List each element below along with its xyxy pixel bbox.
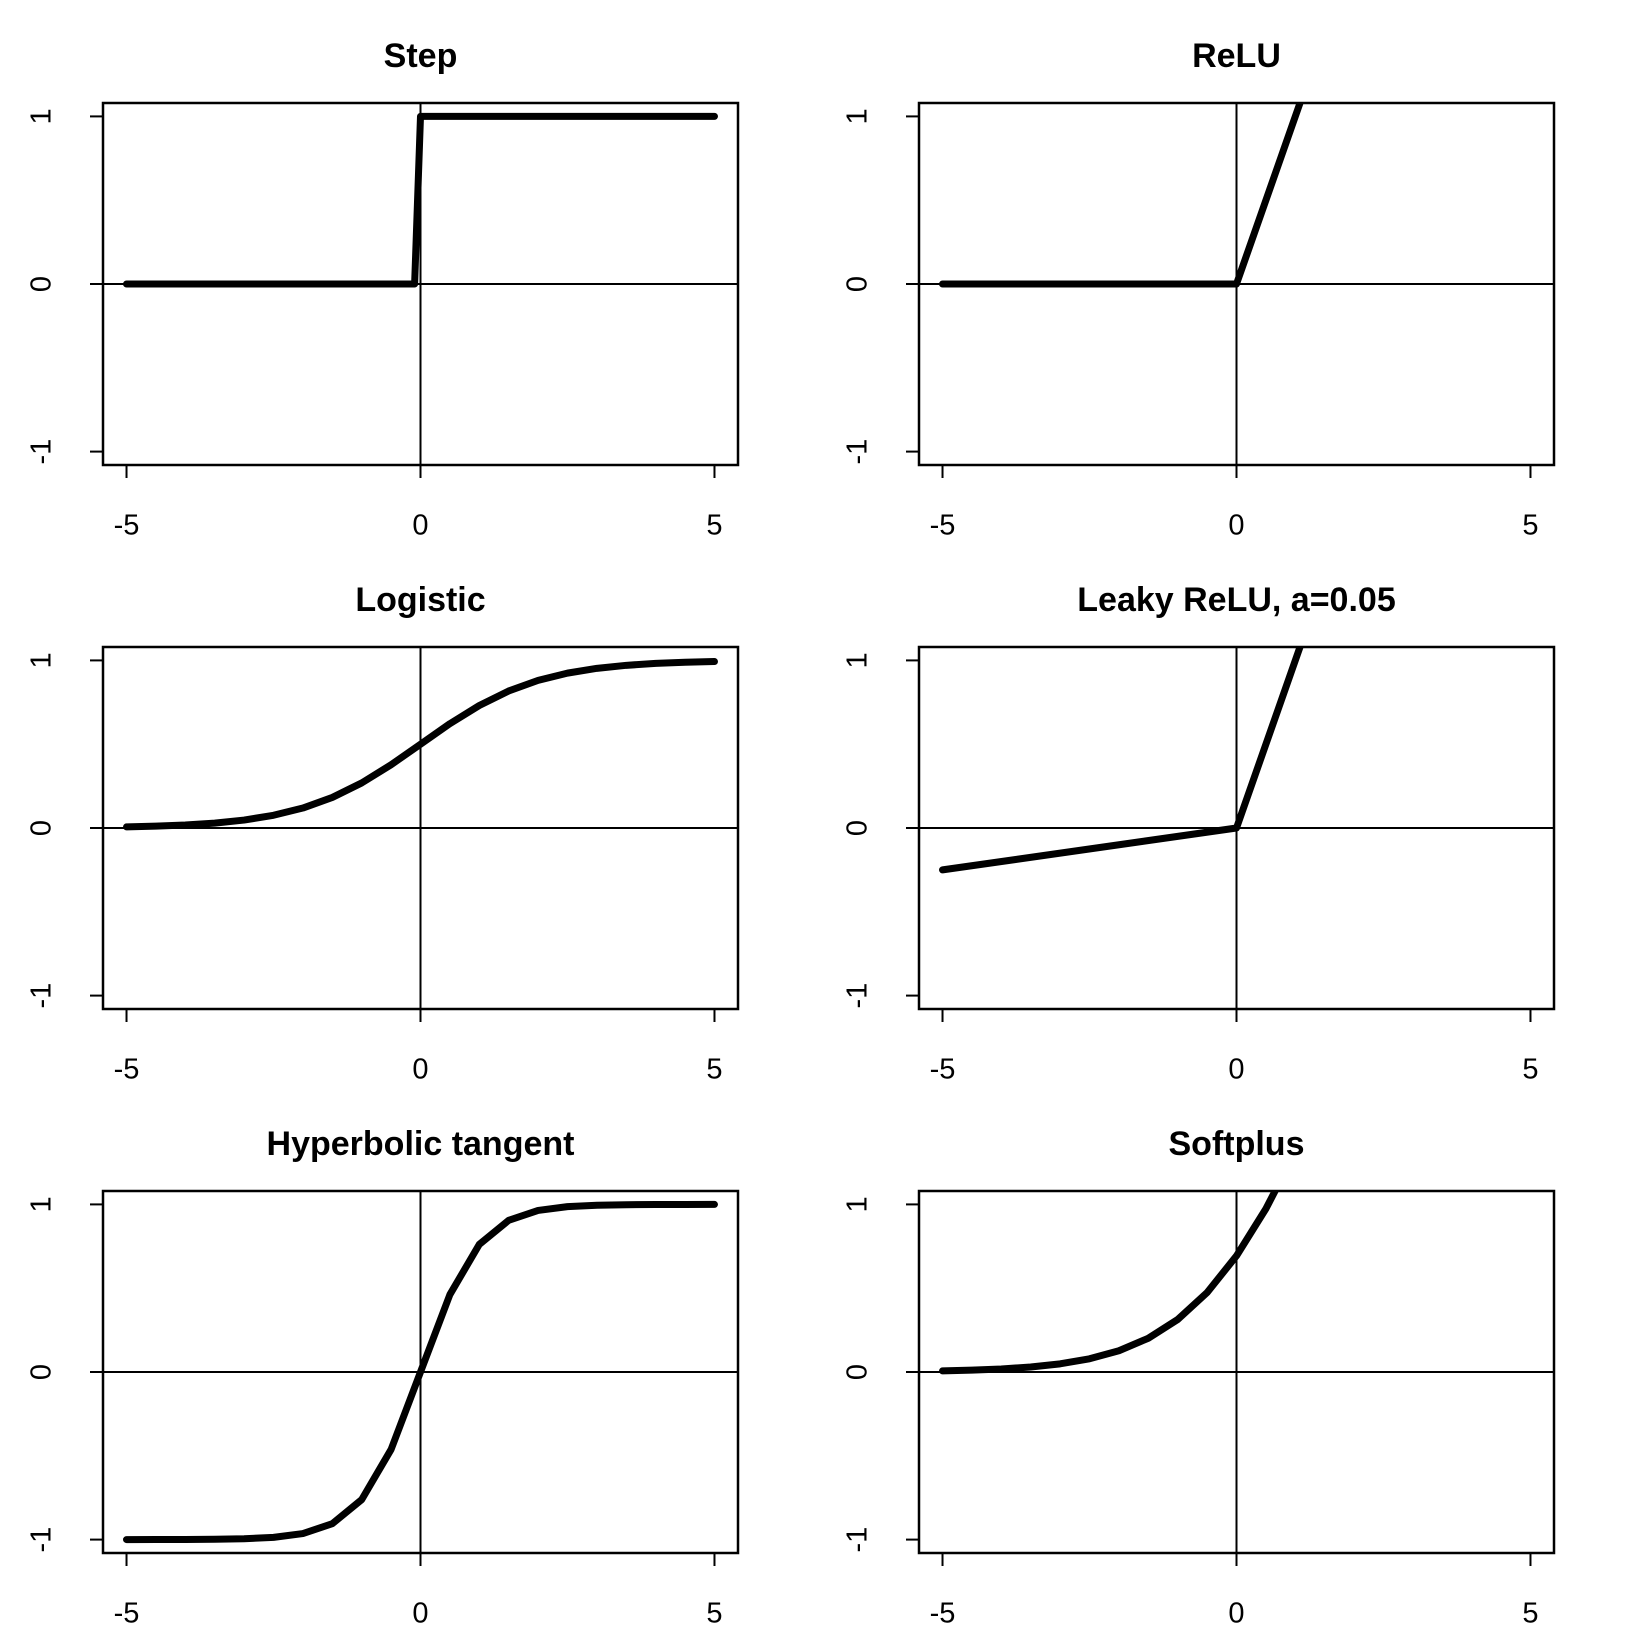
x-tick-label: 0 <box>412 1598 428 1630</box>
x-tick-label: 5 <box>1522 510 1538 542</box>
y-tick-label: 1 <box>26 108 58 124</box>
chart-title: Hyperbolic tangent <box>267 1125 575 1163</box>
data-line <box>123 112 718 288</box>
plot-area <box>103 103 738 465</box>
x-tick-label: 0 <box>1228 1054 1244 1086</box>
x-tick-label: 0 <box>1228 1598 1244 1630</box>
x-tick-label: -5 <box>930 1054 956 1086</box>
panel: Softplus -5 0 5 -1 0 1 <box>842 1125 1556 1630</box>
plot-area <box>919 647 1554 1009</box>
x-tick-label: 5 <box>706 1598 722 1630</box>
plot-area <box>919 1191 1554 1553</box>
chart-title: Leaky ReLU, a=0.05 <box>1077 581 1395 619</box>
x-tick-label: -5 <box>930 1598 956 1630</box>
chart-title: ReLU <box>1192 37 1281 75</box>
x-tick-label: -5 <box>114 1598 140 1630</box>
y-tick-label: -1 <box>26 1527 58 1553</box>
y-tick-label: -1 <box>842 1527 874 1553</box>
y-tick-label: -1 <box>842 439 874 465</box>
y-tick-label: -1 <box>842 983 874 1009</box>
data-line <box>123 658 718 831</box>
x-tick-label: 5 <box>706 510 722 542</box>
y-tick-label: 1 <box>26 1196 58 1212</box>
plot-area <box>103 647 738 1009</box>
plot-area <box>103 1191 738 1553</box>
panel: ReLU -5 0 5 -1 0 1 <box>842 37 1556 542</box>
x-tick-label: 0 <box>412 510 428 542</box>
y-tick-label: 1 <box>842 652 874 668</box>
data-line <box>939 1191 1280 1375</box>
plot-area <box>919 103 1554 465</box>
x-tick-label: -5 <box>930 510 956 542</box>
x-tick-label: 5 <box>1522 1054 1538 1086</box>
data-line <box>939 647 1304 874</box>
x-tick-label: -5 <box>114 1054 140 1086</box>
chart-title: Logistic <box>355 581 485 619</box>
y-tick-label: -1 <box>26 439 58 465</box>
y-tick-label: 0 <box>842 1364 874 1380</box>
y-tick-label: 0 <box>842 820 874 836</box>
y-tick-label: -1 <box>26 983 58 1009</box>
panel: Logistic -5 0 5 -1 0 1 <box>26 581 740 1086</box>
chart-title: Step <box>384 37 458 75</box>
y-tick-label: 0 <box>26 276 58 292</box>
x-tick-label: 5 <box>706 1054 722 1086</box>
x-tick-label: 0 <box>1228 510 1244 542</box>
data-line <box>939 103 1304 288</box>
y-tick-label: 0 <box>26 820 58 836</box>
x-tick-label: 0 <box>412 1054 428 1086</box>
panel: Step -5 0 5 -1 0 1 <box>26 37 740 542</box>
y-tick-label: 1 <box>842 1196 874 1212</box>
panel: Leaky ReLU, a=0.05 -5 0 5 -1 0 1 <box>842 581 1556 1086</box>
chart-title: Softplus <box>1169 1125 1305 1163</box>
y-tick-label: 1 <box>842 108 874 124</box>
y-tick-label: 0 <box>842 276 874 292</box>
x-tick-label: -5 <box>114 510 140 542</box>
x-tick-label: 5 <box>1522 1598 1538 1630</box>
data-line <box>123 1200 718 1544</box>
panel: Hyperbolic tangent -5 0 5 -1 0 1 <box>26 1125 740 1630</box>
y-tick-label: 1 <box>26 652 58 668</box>
y-tick-label: 0 <box>26 1364 58 1380</box>
